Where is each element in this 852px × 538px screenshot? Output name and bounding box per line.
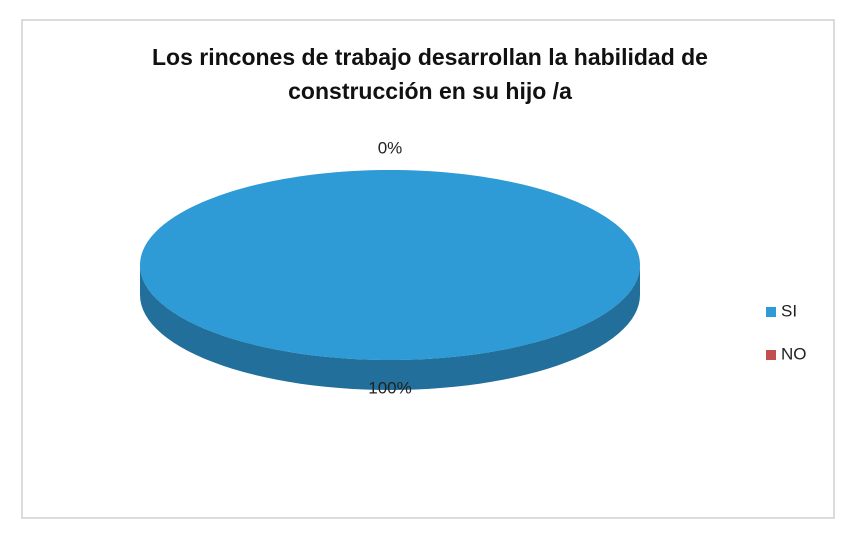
legend-label: NO bbox=[781, 344, 807, 363]
legend-swatch bbox=[766, 307, 776, 317]
pie-slice-side bbox=[140, 265, 640, 390]
chart-title: Los rincones de trabajo desarrollan la h… bbox=[152, 44, 708, 104]
legend-swatch bbox=[766, 350, 776, 360]
data-label: 0% bbox=[378, 139, 403, 158]
pie-slice bbox=[140, 170, 640, 360]
legend-label: SI bbox=[781, 301, 797, 320]
data-label: 100% bbox=[368, 378, 411, 397]
